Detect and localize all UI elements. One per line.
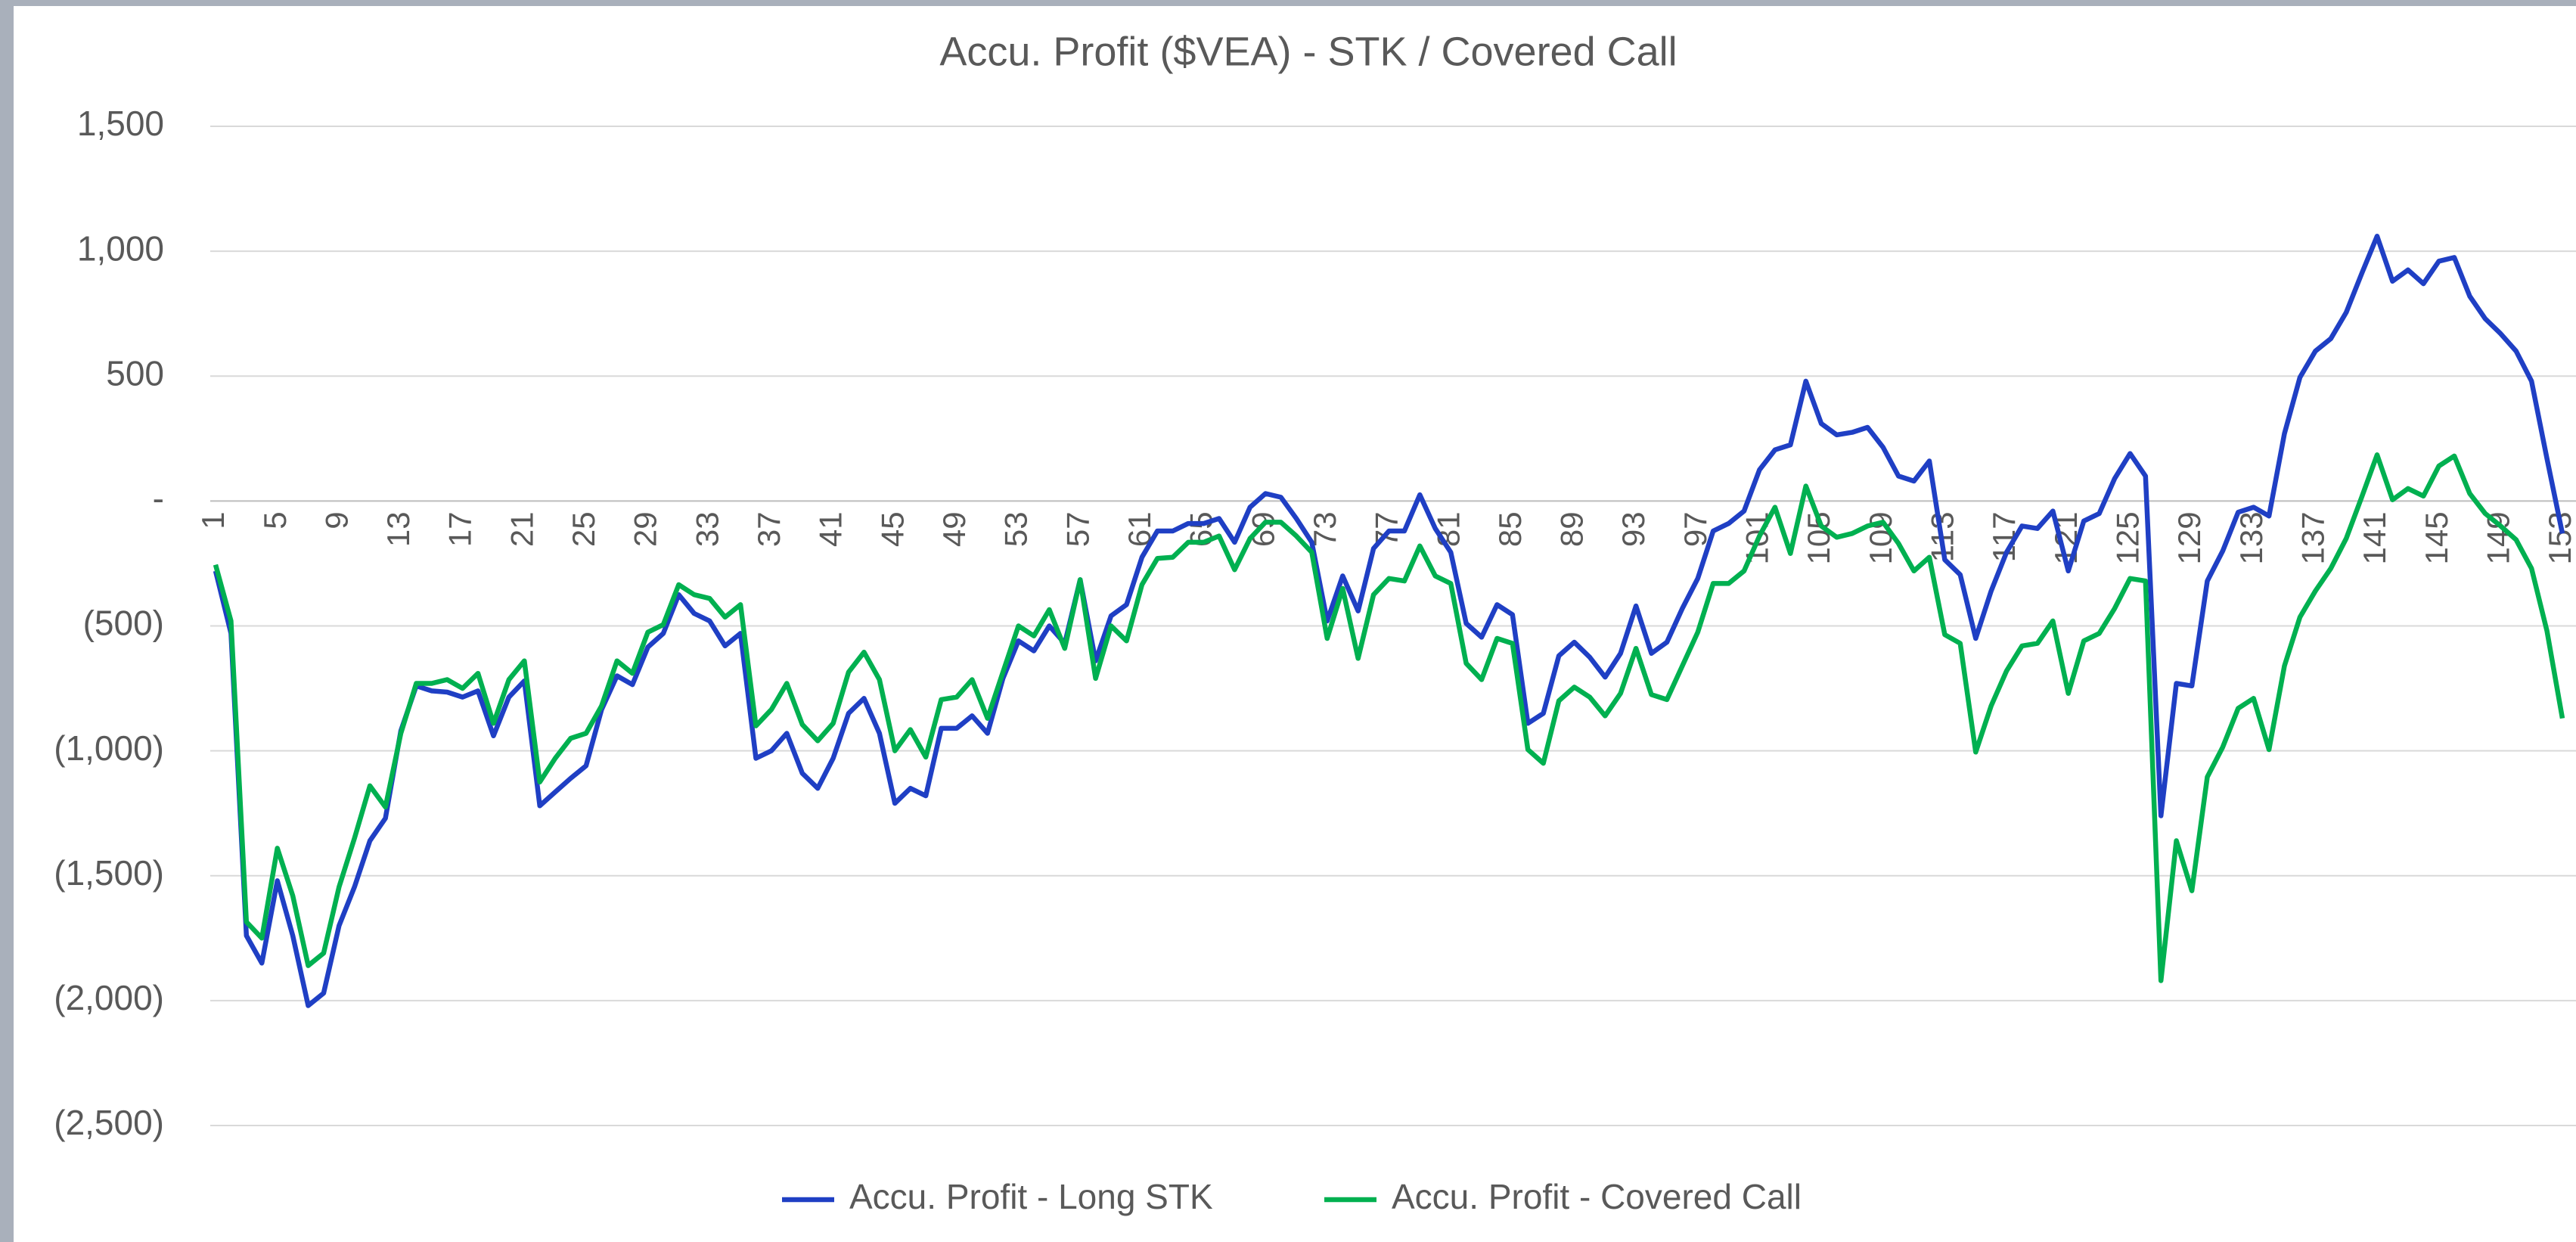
- x-tick-label: 29: [628, 511, 663, 547]
- x-tick-label: 37: [751, 511, 787, 547]
- legend-label: Accu. Profit - Covered Call: [1392, 1177, 1802, 1216]
- x-tick-label: 145: [2419, 511, 2454, 564]
- x-tick-label: 129: [2171, 511, 2207, 564]
- x-tick-label: 149: [2480, 511, 2515, 564]
- y-tick-label: (2,000): [54, 978, 164, 1017]
- y-tick-label: (500): [83, 604, 164, 643]
- y-tick-label: (2,500): [54, 1103, 164, 1142]
- x-tick-label: 21: [504, 511, 539, 547]
- y-tick-label: (1,000): [54, 728, 164, 768]
- x-tick-label: 93: [1615, 511, 1651, 547]
- x-tick-label: 53: [998, 511, 1034, 547]
- x-tick-label: 57: [1060, 511, 1095, 547]
- x-tick-label: 45: [874, 511, 910, 547]
- x-tick-label: 25: [566, 511, 601, 547]
- x-tick-label: 49: [936, 511, 972, 547]
- x-tick-label: 33: [689, 511, 725, 547]
- x-tick-label: 1: [195, 511, 231, 529]
- x-tick-label: 97: [1678, 511, 1713, 547]
- y-tick-label: 1,000: [77, 228, 164, 268]
- chart-title: Accu. Profit ($VEA) - STK / Covered Call: [939, 29, 1677, 74]
- x-tick-label: 89: [1554, 511, 1590, 547]
- y-tick-label: 1,500: [77, 104, 164, 143]
- x-tick-label: 17: [442, 511, 478, 547]
- chart-area: [14, 6, 2576, 1242]
- x-tick-label: 5: [257, 511, 293, 529]
- x-tick-label: 85: [1492, 511, 1528, 547]
- x-tick-label: 41: [813, 511, 849, 547]
- series-line: [213, 452, 2565, 983]
- x-tick-label: 141: [2357, 511, 2392, 564]
- x-tick-label: 125: [2109, 511, 2145, 564]
- x-tick-label: 137: [2295, 511, 2330, 564]
- y-tick-label: (1,500): [54, 853, 164, 893]
- y-tick-label: -: [153, 479, 164, 518]
- y-tick-label: 500: [106, 353, 164, 393]
- x-tick-label: 13: [380, 511, 416, 547]
- legend-label: Accu. Profit - Long STK: [849, 1177, 1213, 1216]
- x-tick-label: 9: [318, 511, 354, 529]
- x-tick-label: 133: [2233, 511, 2269, 564]
